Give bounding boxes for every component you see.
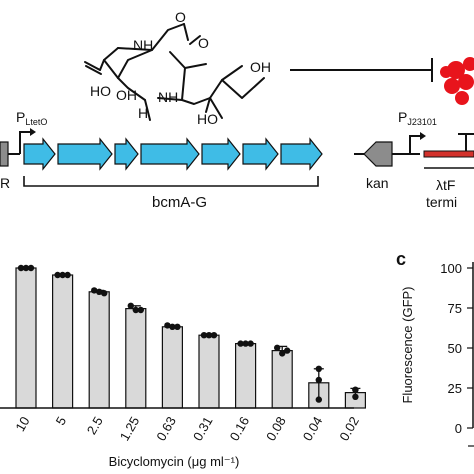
x-tick-label: 0.08 [263,414,289,443]
terminator-element [423,150,474,158]
promoter-j23101-label: PJ23101 [398,109,437,127]
replicate-point [27,264,35,272]
replicate-point [17,264,25,272]
promoter-j23101-arrowhead [420,132,426,140]
replicate-point [242,340,249,347]
replicate-point [200,332,208,339]
panel-c-tick-label: 0 [455,421,462,436]
terminator-label-1: λtF [436,177,455,193]
replicate-point [352,393,359,400]
bcma-g-genes [23,137,323,171]
mol-nh-top: NH [133,37,153,53]
mol-h: H [138,105,148,121]
bicyclomycin-structure [84,23,265,121]
panel-c-tick-label: 50 [448,341,462,356]
panel-c-tick-label: 75 [448,301,462,316]
promoter-ltet0-label: PLtetO [16,109,47,127]
inhibition-arrow [290,58,433,82]
gene-arrow [242,137,279,171]
x-tick-label: 0.02 [336,414,362,443]
panel-c-y-ticks: 100 75 50 25 0 [440,261,473,436]
replicate-point [210,332,218,339]
replicate-point [284,347,291,354]
mol-nh-bottom: NH [158,89,178,105]
rho-protein-icon [440,57,474,105]
mol-ho-left: HO [90,83,111,99]
mol-o-ring: O [198,35,209,51]
panel-c-ylabel: Fluorescence (GFP) [400,286,415,403]
replicate-point [59,271,66,279]
bar [51,274,74,409]
left-gene-cut [0,141,9,167]
bar [88,291,110,409]
kan-label: kan [366,175,389,191]
bar-chart: 10 5 2.5 1.25 0.63 0.31 0.16 0.08 0.04 0.02 Bicyc… [0,264,366,469]
x-tick-label: 2.5 [84,414,106,437]
mol-o-top: O [175,9,186,25]
x-tick-label: 0.16 [227,414,253,443]
panel-c-letter: c [396,249,406,269]
operon-label: bcmA-G [152,194,207,211]
genetic-construct: R PLtetO bcmA-G kan PJ23101 λtF termi [0,109,474,211]
x-tick-labels: 10 5 2.5 1.25 0.63 0.31 0.16 0.08 0.04 0.02 [12,414,362,443]
gene-arrow [201,137,241,171]
x-axis-label: Bicyclomycin (μg ml⁻¹) [109,454,240,469]
replicate-points-group [17,264,359,403]
bar [161,326,183,409]
promoter-ltet0-icon [19,131,30,154]
replicate-point [169,323,176,330]
replicate-point [164,322,171,329]
replicate-point [132,306,139,314]
left-cut-label: R [0,175,10,191]
kan-gene [363,141,393,167]
panel-c: c Fluorescence (GFP) 100 75 50 25 0 [396,249,474,447]
replicate-point [247,340,254,347]
replicate-point [127,302,134,309]
replicate-point [315,376,322,384]
replicate-point [352,386,359,393]
replicate-point [279,350,286,357]
x-tick-label: 0.63 [153,414,179,443]
operon-bracket [23,176,319,187]
mol-oh-right: OH [250,59,271,75]
gene-arrow [140,137,200,171]
gene-arrow [57,137,113,171]
x-tick-label: 0.31 [190,414,216,443]
bars-group [15,267,366,409]
replicate-point [101,290,108,297]
replicate-point [91,287,98,294]
bar [125,308,147,409]
x-tick-label: 0.04 [300,414,326,443]
replicate-point [205,332,213,339]
gene-arrow [23,137,56,171]
replicate-point [22,264,30,272]
mol-ho-bottom: HO [197,111,218,127]
replicate-point [137,306,144,314]
gene-arrow [114,137,139,171]
bar [271,350,293,409]
replicate-point [237,340,244,347]
replicate-point [274,344,281,351]
replicate-point [315,365,322,372]
replicate-point [315,396,322,403]
replicate-point [64,271,71,279]
gene-arrow [280,137,323,171]
molecule-labels: NH O O OH HO NH HO OH H [90,9,271,127]
bar [198,334,220,409]
x-tick-label: 1.25 [117,414,143,443]
bar [15,267,37,409]
panel-c-tick-label: 100 [440,261,462,276]
terminator-label-2: termi [426,194,457,210]
x-tick-label: 5 [53,414,70,428]
panel-c-tick-label: 25 [448,381,462,396]
replicate-point [96,288,103,295]
promoter-ltet0-arrowhead [30,128,36,136]
x-tick-label: 10 [12,414,32,434]
replicate-point [54,271,61,279]
bar [235,343,257,409]
mol-oh-lower: OH [116,87,137,103]
replicate-point [174,323,181,330]
promoter-j23101-icon [409,135,420,154]
